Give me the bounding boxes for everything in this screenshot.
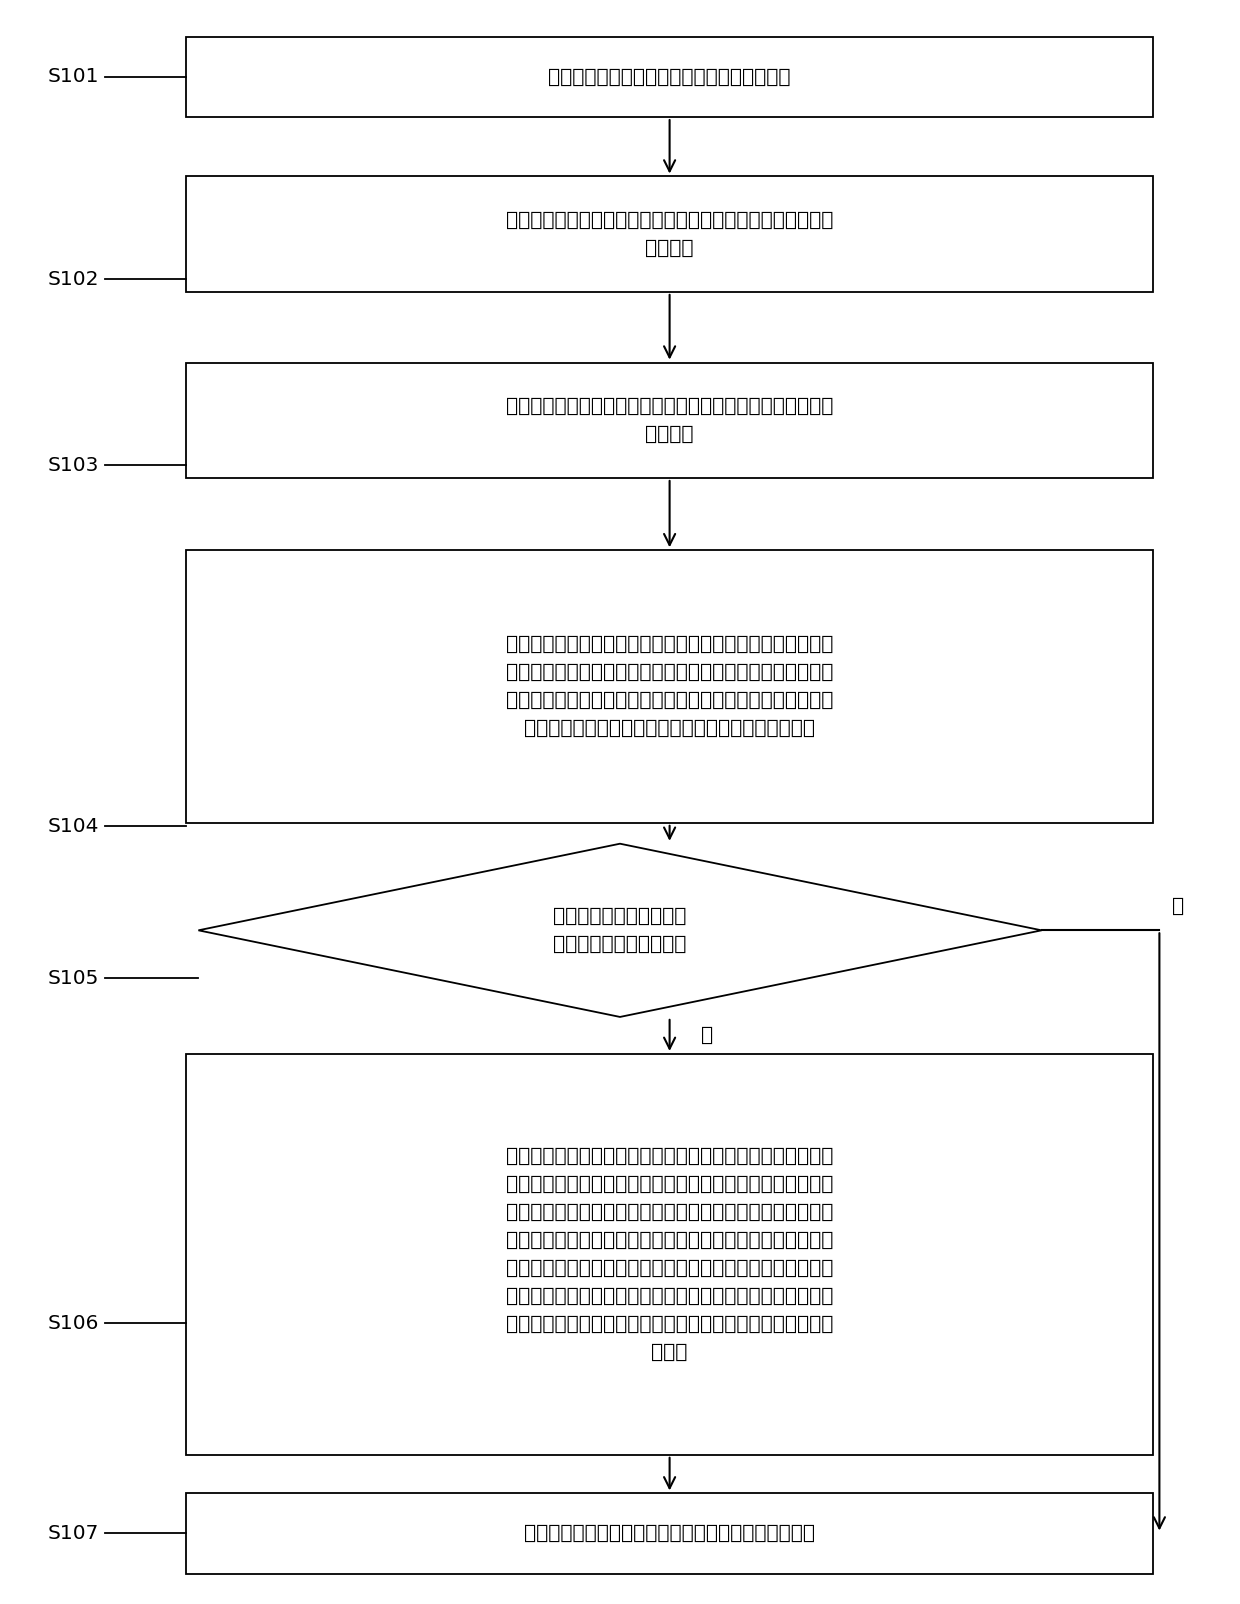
Text: 配电网三相负载不平衡度
小于等于第一不平衡阈值: 配电网三相负载不平衡度 小于等于第一不平衡阈值 [553, 906, 687, 954]
Text: S103: S103 [48, 456, 99, 475]
Text: 是: 是 [1172, 897, 1184, 916]
Bar [186, 176, 1153, 292]
Text: S106: S106 [48, 1314, 99, 1333]
Text: 否: 否 [701, 1027, 713, 1044]
Text: 基于各用户端的总功率负载及待接入的换相装置的功率均值，
计算确定配电网的从相总功率负载小的源相别向目标相别需要
功率负载试调整的相别切换对及该相别切换对的调整量: 基于各用户端的总功率负载及待接入的换相装置的功率均值， 计算确定配电网的从相总功… [506, 1147, 833, 1362]
Text: 获取配电网各用户端的包括低功率负载部和高功率负载部的总
功率负载: 获取配电网各用户端的包括低功率负载部和高功率负载部的总 功率负载 [506, 396, 833, 444]
Text: S105: S105 [48, 969, 99, 988]
Bar [186, 363, 1153, 478]
Text: S107: S107 [48, 1524, 99, 1543]
Text: 根据所获取的各用户端的总功率负载，计算确定配电网相总功
率负载小的相别；将待接入的换相装置试接入所述相总功率负
载小的相别，基于各用户端的总功率负载及待接入的换: 根据所获取的各用户端的总功率负载，计算确定配电网相总功 率负载小的相别；将待接入… [506, 635, 833, 738]
Bar [186, 1493, 1153, 1574]
Polygon shape [198, 844, 1042, 1017]
Text: 待接入的换相装置接入配电网的相总功率负载小的相别: 待接入的换相装置接入配电网的相总功率负载小的相别 [525, 1524, 815, 1543]
Text: S104: S104 [47, 816, 99, 836]
Bar [186, 1054, 1153, 1455]
Text: S102: S102 [47, 269, 99, 289]
Text: S101: S101 [47, 67, 99, 87]
Text: 待接入的换相装置发出接入配电网的接入请求: 待接入的换相装置发出接入配电网的接入请求 [548, 67, 791, 87]
Bar [186, 550, 1153, 823]
Text: 计算该换相装置最近的第二预设数量第一预设周期功率负载的
功率均值: 计算该换相装置最近的第二预设数量第一预设周期功率负载的 功率均值 [506, 210, 833, 258]
Bar [186, 37, 1153, 117]
